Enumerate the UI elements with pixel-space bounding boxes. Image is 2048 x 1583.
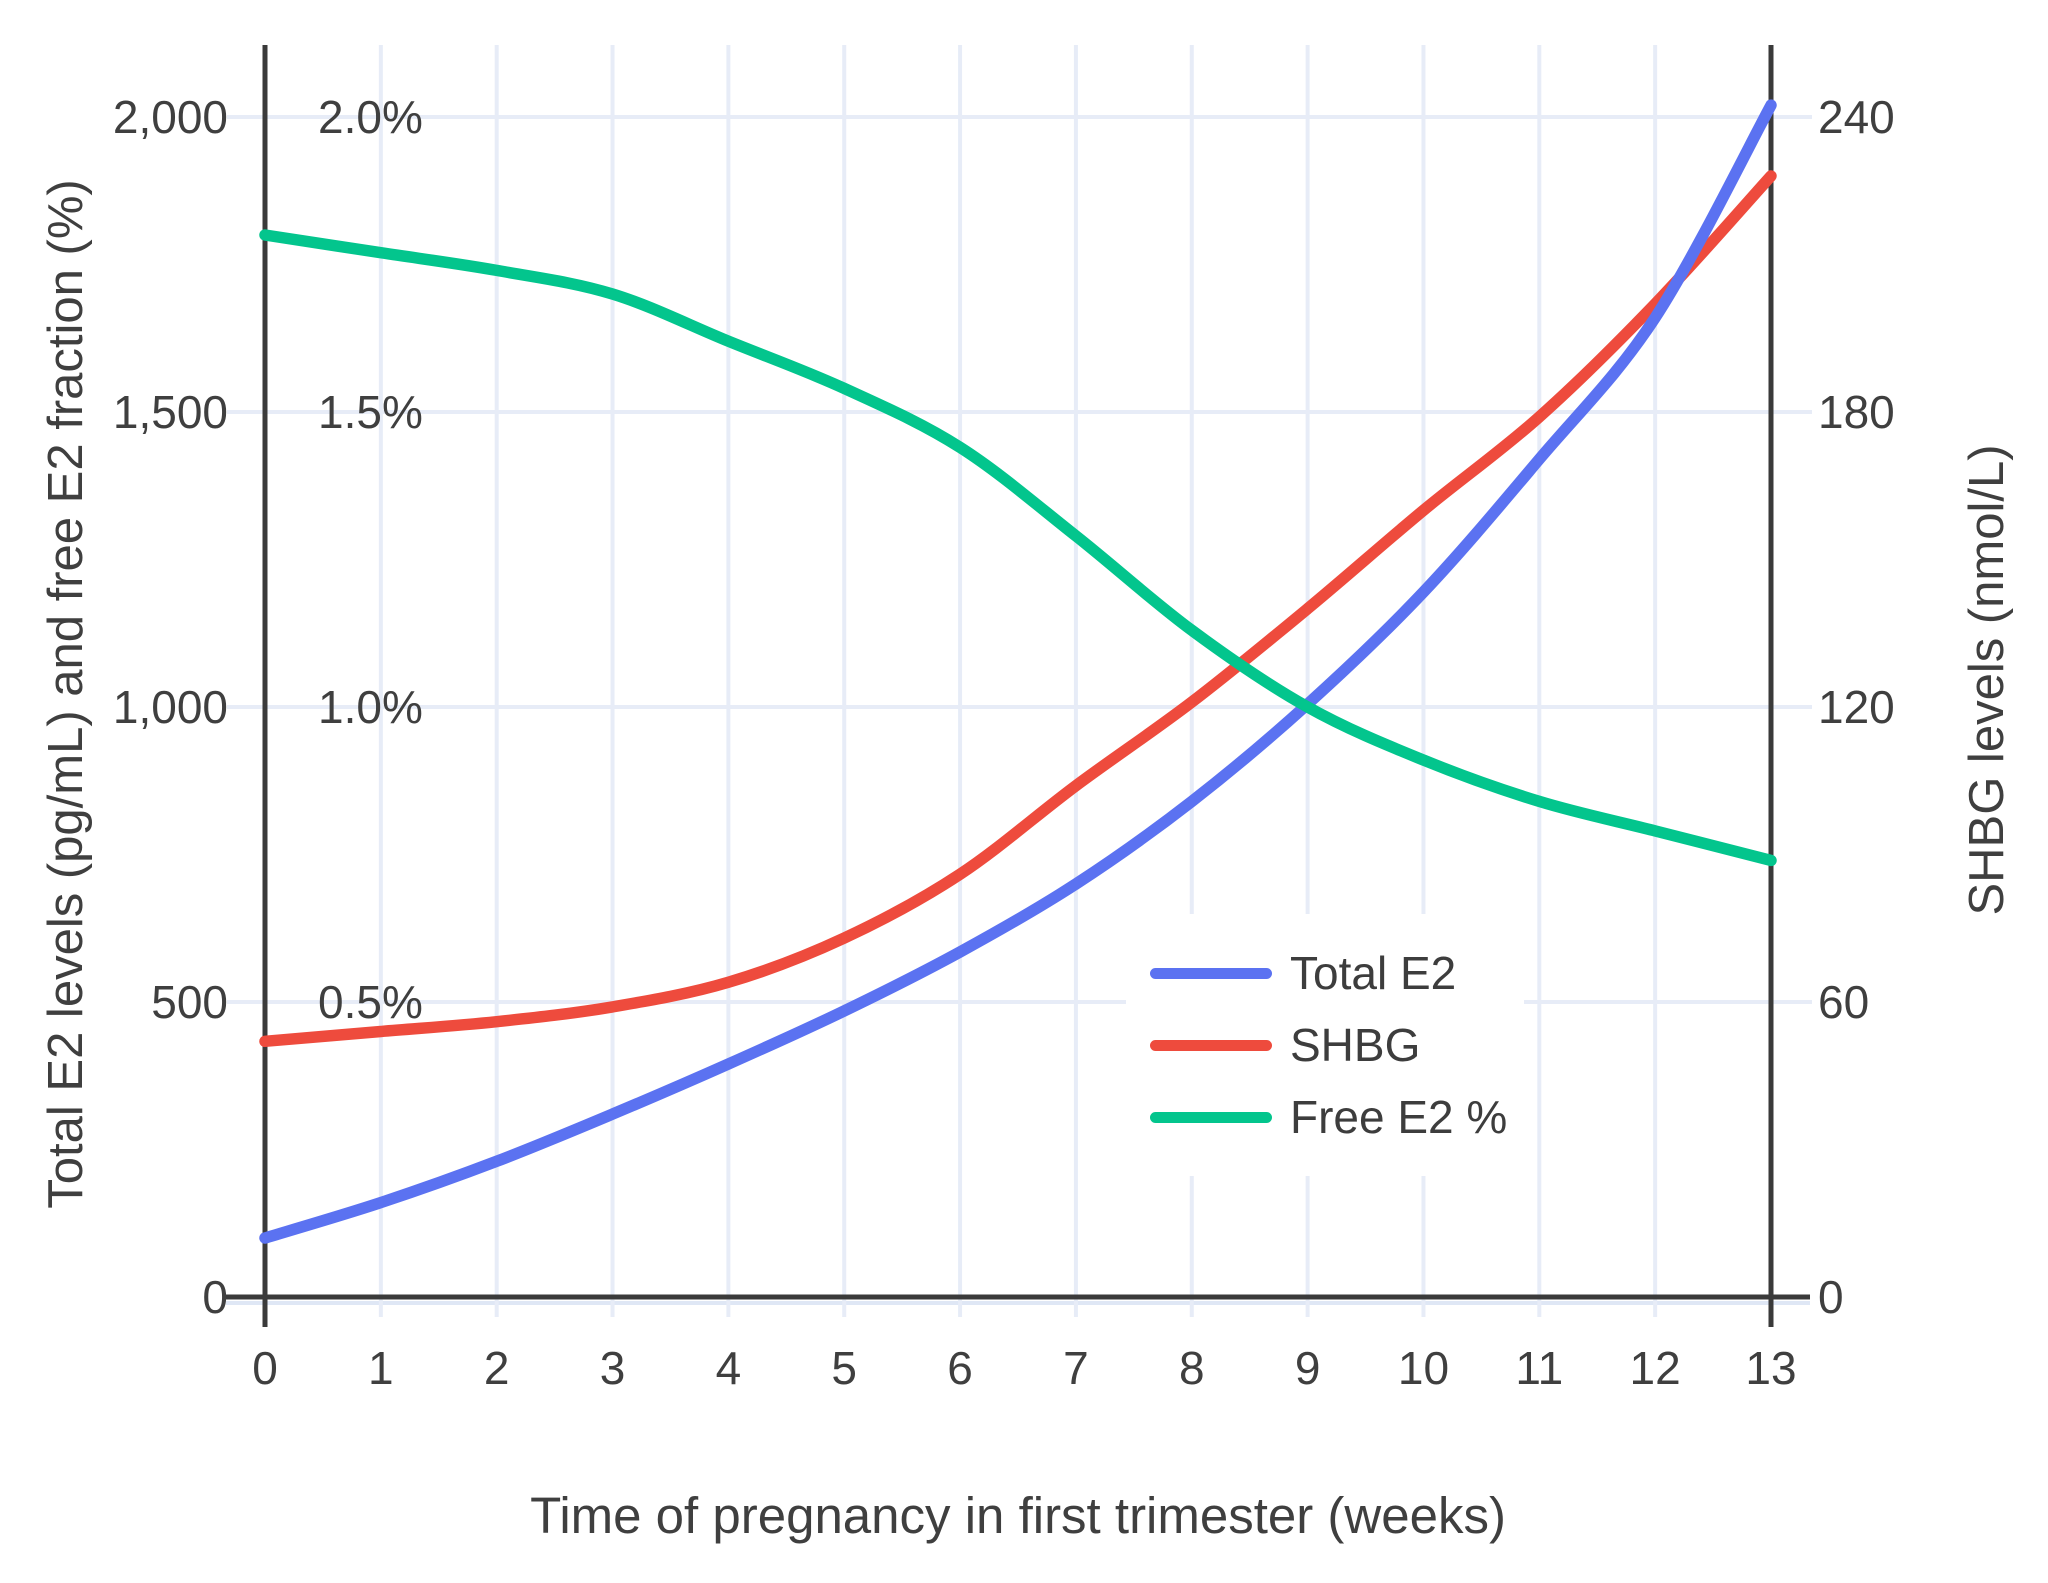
legend: Total E2 SHBG Free E2 % xyxy=(1126,914,1524,1176)
series-line-free-e2- xyxy=(259,229,1777,867)
x-tick-label: 3 xyxy=(599,1342,626,1394)
x-tick-label: 2 xyxy=(483,1342,510,1394)
x-tick-label: 1 xyxy=(368,1342,394,1394)
x-tick-label: 7 xyxy=(1063,1342,1089,1394)
series-line-total-e2 xyxy=(259,99,1777,1244)
y-left-tick-label: 1,000 xyxy=(112,681,228,733)
y-right-tick-label: 240 xyxy=(1818,91,1895,143)
legend-label: SHBG xyxy=(1290,1019,1421,1071)
free-e2-pct-tick-label: 2.0% xyxy=(318,91,423,143)
y-left-tick-label: 0 xyxy=(202,1271,228,1323)
y-left-tick-label: 500 xyxy=(151,976,228,1028)
x-tick-label: 11 xyxy=(1515,1342,1564,1394)
x-tick-label: 9 xyxy=(1294,1342,1321,1394)
legend-label: Total E2 xyxy=(1290,947,1457,999)
y-right-tick-label: 60 xyxy=(1818,976,1870,1028)
x-tick-label: 12 xyxy=(1629,1342,1681,1394)
y-right-axis-title: SHBG levels (nmol/L) xyxy=(1960,444,2014,916)
legend-swatch-free-e2-line-icon xyxy=(1150,1111,1272,1123)
legend-label: Free E2 % xyxy=(1290,1091,1508,1143)
x-axis-title: Time of pregnancy in first trimester (we… xyxy=(530,1487,1506,1544)
x-tick-label: 8 xyxy=(1178,1342,1205,1394)
y-right-tick-label: 0 xyxy=(1818,1271,1844,1323)
series-line-shbg xyxy=(259,170,1777,1048)
y-left-tick-label: 2,000 xyxy=(112,91,228,143)
x-tick-label: 5 xyxy=(831,1342,858,1394)
y-left-tick-label: 1,500 xyxy=(112,386,228,438)
y-right-tick-label: 120 xyxy=(1818,681,1895,733)
x-tick-label: 6 xyxy=(947,1342,973,1394)
x-tick-label: 13 xyxy=(1745,1342,1797,1394)
free-e2-pct-tick-label: 1.0% xyxy=(318,681,423,733)
x-tick-label: 0 xyxy=(252,1342,278,1394)
legend-item-total-e2: Total E2 xyxy=(1126,948,1524,998)
x-tick-label: 4 xyxy=(715,1342,742,1394)
y-left-axis-title: Total E2 levels (pg/mL) and free E2 frac… xyxy=(39,179,93,1209)
legend-swatch-total-e2-line-icon xyxy=(1150,967,1272,979)
free-e2-pct-tick-label: 1.5% xyxy=(318,386,423,438)
free-e2-pct-tick-label: 0.5% xyxy=(318,976,423,1028)
legend-item-shbg: SHBG xyxy=(1126,1020,1524,1070)
legend-swatch-shbg-line-icon xyxy=(1150,1039,1272,1051)
x-tick-label: 10 xyxy=(1397,1342,1450,1394)
legend-item-free-e2: Free E2 % xyxy=(1126,1092,1524,1142)
y-right-tick-label: 180 xyxy=(1818,386,1895,438)
